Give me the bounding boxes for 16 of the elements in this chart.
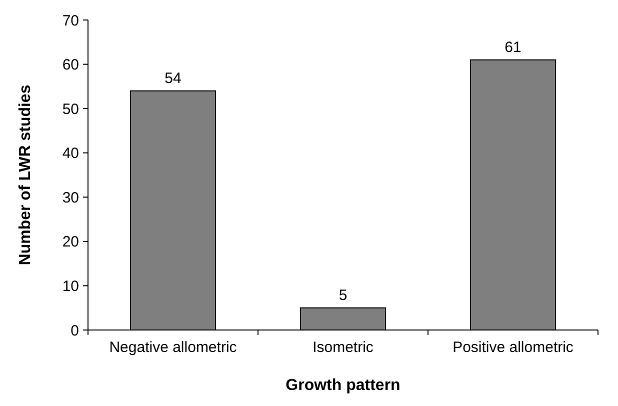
y-tick-label: 0 <box>70 322 79 340</box>
y-axis-title: Number of LWR studies <box>17 84 34 266</box>
data-label: 5 <box>338 286 348 304</box>
x-tick-label: Positive allometric <box>452 339 574 356</box>
x-tick-label: Isometric <box>312 339 374 356</box>
data-label: 61 <box>504 38 522 56</box>
y-tick-label: 50 <box>62 100 79 118</box>
y-tick-label: 30 <box>62 189 79 206</box>
y-tick-label: 40 <box>62 145 79 162</box>
x-tick-label: Negative allometric <box>109 339 238 356</box>
y-tick-label: 10 <box>62 278 79 295</box>
y-tick-label: 60 <box>62 56 79 74</box>
x-axis-title: Growth pattern <box>286 377 400 394</box>
y-tick-label: 20 <box>62 234 79 251</box>
y-tick-label: 70 <box>62 12 79 30</box>
data-label: 54 <box>164 70 182 87</box>
